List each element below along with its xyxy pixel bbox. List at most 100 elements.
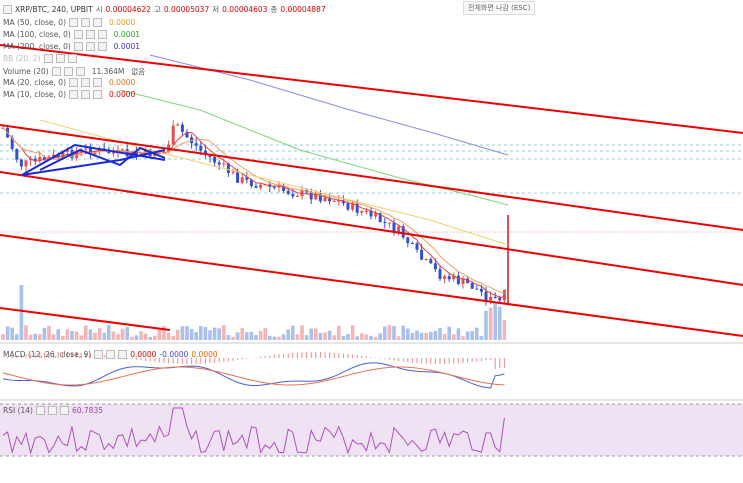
volume-bar: [56, 329, 60, 340]
rsi-legend: RSI (14) 60.7835: [3, 406, 103, 415]
candle-body: [185, 131, 189, 138]
volume-bar: [281, 334, 286, 340]
volume-bar: [263, 328, 267, 340]
volume-bar: [185, 326, 189, 340]
volume-bar: [258, 330, 263, 340]
volume-bar: [231, 336, 235, 340]
volume-bar: [493, 302, 497, 340]
volume-bar: [355, 336, 359, 340]
volume-bar: [314, 328, 318, 340]
exit-fullscreen[interactable]: 전체화면 나감 (ESC): [463, 1, 536, 15]
label: 고: [153, 5, 161, 14]
indicator-name: BB (20, 2): [3, 54, 41, 63]
rsi-value: 60.7835: [71, 406, 103, 415]
candle-body: [84, 148, 88, 150]
volume-bar: [300, 325, 304, 340]
candle-body: [272, 186, 276, 188]
candle-body: [452, 275, 456, 280]
candle-body: [489, 296, 493, 301]
volume-bar: [327, 330, 332, 340]
volume-bar: [456, 328, 461, 340]
indicator-name: Volume (20): [3, 67, 49, 76]
volume-bar: [217, 328, 221, 340]
volume-bar: [323, 332, 327, 340]
icon: [81, 90, 91, 99]
candle-body: [42, 157, 46, 160]
candle-body: [134, 151, 138, 155]
indicator-name: MA (50, close, 0): [3, 18, 67, 27]
candle-body: [213, 156, 217, 163]
ma10: [2, 127, 505, 298]
icon: [47, 406, 57, 415]
volume-bar: [93, 332, 97, 340]
candle-body: [33, 158, 37, 161]
volume-bar: [498, 306, 502, 340]
icon: [81, 78, 91, 87]
candle-body: [194, 143, 198, 146]
volume-bar: [111, 331, 116, 340]
volume-bar: [208, 330, 212, 340]
volume-bar: [203, 327, 208, 340]
candle-body: [231, 171, 235, 173]
volume-bar: [350, 325, 355, 340]
icon: [3, 5, 12, 14]
volume-bar: [429, 332, 433, 340]
volume-bar: [47, 325, 51, 340]
candle-body: [387, 222, 391, 224]
candle-body: [162, 151, 166, 153]
candle-body: [374, 213, 378, 217]
indicator-name: MA (100, close, 0): [3, 30, 71, 39]
candle-body: [410, 243, 414, 245]
candle-body: [461, 278, 465, 284]
channel-line: [0, 171, 743, 286]
volume-bar: [383, 326, 387, 340]
channel-line: [0, 307, 171, 331]
indicator-value: 0.0000: [109, 18, 136, 27]
volume-bar: [102, 332, 106, 340]
candle-body: [88, 148, 92, 155]
volume-bar: [392, 326, 396, 340]
candle-body: [475, 288, 479, 290]
indicator-value: 0.0000: [109, 90, 136, 99]
volume-bar: [447, 326, 451, 340]
header-legend: XRP/BTC, 240, UPBIT 시 0.00004622 고 0.00005…: [3, 4, 326, 15]
candle-body: [286, 190, 290, 194]
icon: [93, 90, 103, 99]
volume-bar: [79, 335, 83, 340]
candle-body: [415, 243, 419, 250]
candle-body: [56, 154, 60, 158]
icon: [97, 30, 107, 39]
icon: [118, 350, 128, 359]
volume-bar: [162, 325, 166, 340]
icon: [63, 67, 73, 76]
icon: [73, 42, 83, 51]
ma50: [39, 119, 509, 246]
indicator-name: MA (10, close, 0): [3, 90, 67, 99]
candle-body: [240, 177, 244, 183]
candle-body: [314, 193, 318, 200]
flag-line: [21, 149, 166, 176]
volume-bar: [304, 335, 309, 340]
volume-bar: [396, 336, 401, 340]
volume-bar: [61, 335, 65, 340]
volume-bar: [199, 326, 203, 340]
candle-body: [176, 124, 180, 126]
candle-body: [502, 289, 506, 301]
candle-body: [318, 193, 322, 202]
icon: [93, 18, 103, 27]
icon: [69, 78, 79, 87]
candle-body: [249, 179, 253, 187]
volume-bar: [24, 325, 28, 340]
candle-body: [259, 184, 263, 188]
volume-bar: [346, 334, 350, 340]
candle-body: [171, 125, 175, 145]
volume-bar: [222, 325, 226, 340]
candle-body: [29, 158, 33, 161]
volume-bar: [401, 325, 405, 340]
volume-bar: [341, 335, 346, 340]
volume-bar: [120, 328, 125, 340]
volume-bar: [212, 327, 217, 340]
candle-body: [111, 152, 115, 154]
volume-bar: [488, 307, 493, 340]
